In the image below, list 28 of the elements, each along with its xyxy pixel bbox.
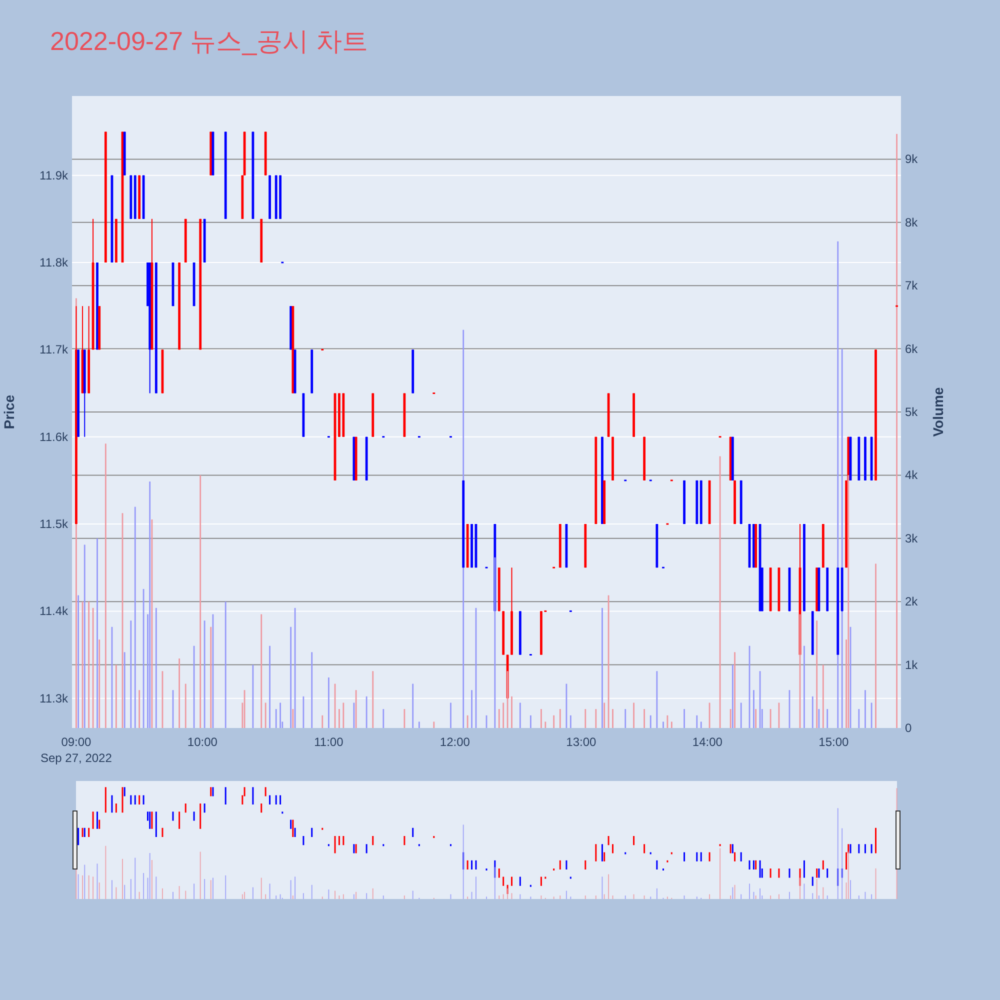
x-tick-label: 11:00	[314, 735, 344, 749]
y2-tick-label: 2k	[905, 594, 919, 609]
y-tick-label: 11.4k	[40, 604, 69, 618]
y2-tick-label: 8k	[905, 215, 919, 230]
y-tick-label: 11.7k	[40, 342, 69, 357]
y2-tick-label: 9k	[905, 152, 919, 166]
y2-tick-label: 4k	[905, 468, 919, 482]
text: Sep 27, 2022	[40, 751, 112, 765]
y2-tick-label: 6k	[905, 342, 919, 356]
x-tick-label: 15:00	[818, 735, 850, 749]
x-tick-label: 14:00	[692, 735, 723, 749]
y2-tick-label: 0	[905, 721, 912, 735]
y2-axis-title: Volume	[930, 387, 946, 437]
chart-title: 2022-09-27 뉴스_공시 차트	[50, 26, 368, 56]
y-tick-label: 11.5k	[40, 517, 69, 532]
y-tick-label: 11.6k	[40, 430, 69, 444]
y-axis-title: Price	[1, 394, 17, 430]
y2-tick-label: 3k	[905, 531, 919, 546]
x-tick-label: 10:00	[187, 735, 218, 749]
y-tick-label: 11.9k	[40, 168, 69, 182]
y-tick-label: 11.8k	[40, 256, 69, 270]
x-tick-label: 12:00	[440, 735, 470, 749]
x-tick-label: 09:00	[61, 735, 92, 749]
x-tick-label: 13:00	[566, 735, 597, 749]
y2-tick-label: 1k	[905, 658, 919, 672]
y2-tick-label: 7k	[905, 278, 919, 293]
y2-tick-label: 5k	[905, 405, 919, 419]
y-tick-label: 11.3k	[40, 691, 69, 706]
